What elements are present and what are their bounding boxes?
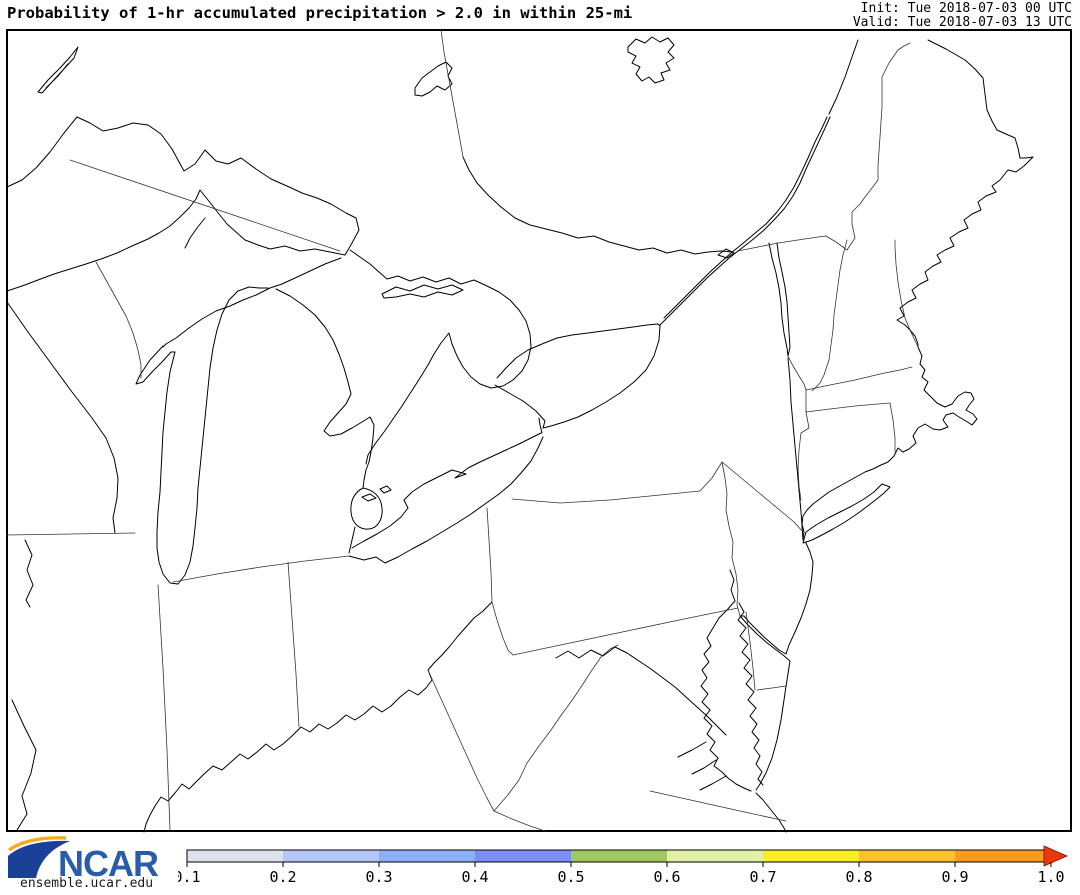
vermont-new-hampshire-border: [811, 239, 848, 392]
delaware-maryland-border: [745, 611, 756, 691]
colorbar-segment: [667, 850, 763, 862]
kentucky-virginia-border: [493, 810, 546, 832]
chesapeake-tributary-rivers: [677, 741, 727, 791]
page-title: Probability of 1-hr accumulated precipit…: [7, 4, 633, 22]
lake-champlain: [768, 242, 791, 357]
new-york-new-jersey-border: [721, 461, 804, 533]
maine-coast: [896, 156, 1034, 348]
us-canada-border-lake-superior: [69, 159, 341, 252]
colorbar-overflow-arrow: [1043, 845, 1069, 867]
mississippi-st-croix-upper: [6, 301, 119, 534]
ohio-pennsylvania-border: [486, 507, 493, 603]
colorbar-segment: [763, 850, 859, 862]
connecticut-new-york-border: [797, 411, 810, 501]
montreal-island: [717, 248, 735, 259]
colorbar-segment: [187, 850, 283, 862]
ncar-logo: NCAR: [8, 836, 160, 884]
long-island: [802, 483, 891, 544]
lake-timiskaming: [414, 61, 453, 97]
map-frame: [6, 29, 1072, 832]
michigan-mitten-east-shore-saginaw-bay: [275, 288, 375, 471]
hudson-river: [787, 357, 804, 541]
ncar-logo-text: NCAR: [58, 843, 159, 884]
west-virginia-kentucky-border: [427, 669, 495, 812]
maine-quebec-border: [846, 42, 911, 251]
virginia-north-carolina-border: [649, 790, 787, 822]
pennsylvania-new-york-border: [511, 461, 723, 504]
colorbar-segment: [571, 850, 667, 862]
massachusetts-north-border: [805, 366, 913, 391]
wisconsin-illinois-border: [6, 532, 136, 536]
indiana-ohio-border: [287, 561, 300, 728]
colorbar-tick-label: 0.7: [749, 868, 776, 886]
susquehanna-river: [729, 569, 736, 602]
lake-superior-south-shore: [6, 189, 346, 292]
mississippi-mid-segment: [24, 539, 34, 608]
new-york-vermont-border: [787, 355, 807, 391]
new-jersey-coast-delaware-bay: [739, 542, 814, 655]
lake-michigan-west-shore-green-bay: [135, 286, 269, 585]
manitoulin-island: [381, 284, 464, 299]
new-hampshire-maine-border: [894, 239, 919, 348]
lake-st-clair-detroit-river: [348, 469, 383, 554]
ncar-logo-swoosh: [8, 840, 70, 878]
west-virginia-panhandle-border: [491, 601, 514, 656]
rhode-island-west-border: [889, 402, 896, 453]
wisconsin-michigan-border: [95, 261, 142, 379]
run-times: Init: Tue 2018-07-03 00 UTC Valid: Tue 2…: [853, 2, 1072, 30]
colorbar-segment: [475, 850, 571, 862]
isle-royale-island: [37, 46, 79, 94]
chesapeake-bay-east-shore: [737, 602, 764, 786]
maryland-virginia-delmarva-border: [756, 685, 787, 691]
michigan-south-border: [172, 555, 350, 583]
lake-erie-islands: [361, 485, 392, 502]
ontario-quebec-border: [440, 29, 464, 158]
maine-northeast-border-coast: [927, 39, 1034, 159]
colorbar-segment: [955, 850, 1051, 862]
mason-dixon-line: [512, 607, 739, 656]
ncar-logo-gold-arc: [8, 836, 67, 852]
colorbar: 0.1 0.2 0.3 0.4 0.5 0.6 0.7 0.8 0.9 1.0: [178, 845, 1069, 886]
illinois-indiana-border: [157, 584, 171, 831]
colorbar-tick-label: 0.3: [365, 868, 392, 886]
west-virginia-virginia-border: [493, 644, 619, 812]
quebec-lakes-cluster: [627, 36, 675, 84]
delaware-river-border: [721, 461, 741, 617]
virginia-atlantic-coast: [755, 792, 787, 833]
upper-peninsula-south-shore: [162, 257, 342, 348]
lake-ontario-shore: [494, 323, 661, 429]
lake-erie-south-shore: [348, 436, 544, 564]
ottawa-river: [462, 156, 734, 255]
colorbar-tick-label: 1.0: [1037, 868, 1064, 886]
colorbar-tick-label: 0.6: [653, 868, 680, 886]
us-canada-45th-parallel-border: [737, 235, 848, 252]
potomac-river: [555, 646, 727, 736]
colorbar-tick-label: 0.1: [178, 868, 201, 886]
mississippi-lower-segment: [11, 699, 37, 831]
colorbar-segment: [859, 850, 955, 862]
chesapeake-bay-west-shore: [700, 600, 752, 792]
niagara-river: [538, 417, 543, 434]
colorbar-tick-label: 0.8: [845, 868, 872, 886]
st-lawrence-river: [659, 39, 859, 326]
colorbar-tick-label: 0.9: [941, 868, 968, 886]
init-time: Init: Tue 2018-07-03 00 UTC: [860, 1, 1072, 16]
valid-time: Valid: Tue 2018-07-03 13 UTC: [852, 15, 1072, 30]
colorbar-tick-label: 0.5: [557, 868, 584, 886]
lake-erie-north-shore: [351, 432, 542, 549]
lake-superior-north-shore: [6, 116, 360, 256]
logo-site-url: ensemble.ucar.edu: [20, 876, 154, 891]
ohio-river: [143, 601, 493, 833]
colorbar-tick-label: 0.2: [269, 868, 296, 886]
massachusetts-south-border: [805, 402, 891, 413]
new-england-coast-cape-cod: [801, 346, 978, 541]
colorbar-tick-label: 0.4: [461, 868, 488, 886]
delmarva-atlantic-coast: [739, 615, 791, 791]
lake-huron-georgian-bay-shore: [349, 249, 532, 465]
keweenaw-bay: [184, 217, 206, 249]
colorbar-segment: [379, 850, 475, 862]
colorbar-segment: [283, 850, 379, 862]
